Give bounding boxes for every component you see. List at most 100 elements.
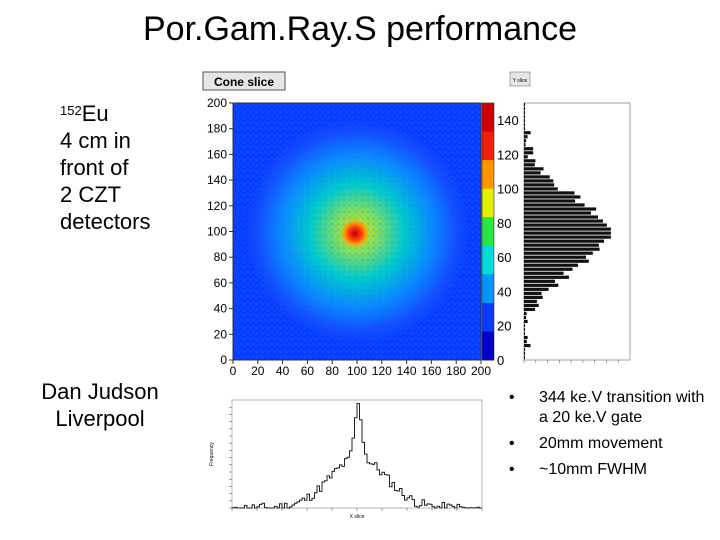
yslice-bar: [524, 203, 585, 207]
color-scale-segment: [482, 103, 494, 133]
y-tick-label: 80: [214, 250, 228, 264]
bullet-marker: •: [509, 435, 515, 452]
yslice-bar: [524, 279, 556, 283]
x-tick-label: 180: [446, 364, 466, 378]
isotope-label: 152Eu: [60, 100, 151, 127]
heatmap-title-box: [202, 71, 286, 91]
yslice-bar: [524, 235, 611, 239]
yslice-bar: [524, 139, 527, 143]
y-tick-label: 140: [207, 173, 227, 187]
heatmap-hotspot: [341, 219, 369, 248]
x-tick-label: 120: [372, 364, 392, 378]
yslice-bar: [524, 155, 528, 159]
note-line: 4 cm in: [60, 128, 131, 153]
x-slice-histogram: X slice Frequency: [209, 399, 483, 520]
yslice-bar: [524, 295, 543, 299]
color-scale-label: 40: [497, 284, 511, 299]
x-tick-label: 80: [326, 364, 340, 378]
yslice-bar: [524, 223, 607, 227]
color-scale-label: 120: [497, 147, 519, 162]
x-tick-label: 160: [421, 364, 441, 378]
yslice-bar: [524, 127, 526, 131]
yslice-bar: [524, 315, 527, 320]
color-scale-label: 60: [497, 250, 511, 265]
bullet-text: 344 ke.V transition with a 20 ke.V gate: [539, 389, 705, 426]
xslice-y-axis-label: Frequency: [209, 442, 215, 466]
yslice-bar: [524, 119, 526, 123]
source-note: 152Eu 4 cm in front of 2 CZT detectors: [60, 100, 151, 235]
yslice-bar: [524, 271, 564, 275]
yslice-bar: [524, 255, 586, 259]
color-scale-label: 80: [497, 216, 511, 231]
y-tick-label: 40: [214, 302, 228, 316]
color-scale-label: 140: [497, 113, 519, 128]
y-tick-label: 0: [220, 353, 227, 367]
yslice-bar: [524, 219, 603, 223]
bullet-marker: •: [509, 389, 515, 406]
yslice-bar: [524, 311, 527, 316]
y-tick-label: 120: [207, 199, 227, 213]
color-scale-label: 0: [497, 353, 504, 368]
yslice-bar: [524, 263, 579, 267]
xslice-x-axis-label: X slice: [350, 514, 365, 520]
author-affiliation: Liverpool: [55, 406, 145, 431]
bullet-text: 20mm movement: [539, 435, 663, 452]
yslice-bar: [524, 179, 554, 183]
yslice-bar: [524, 175, 550, 179]
color-scale-segment: [482, 245, 494, 275]
yslice-bar: [524, 287, 549, 291]
y-tick-label: 60: [214, 276, 228, 290]
yslice-bar: [524, 123, 526, 127]
note-line: front of: [60, 155, 129, 180]
yslice-bar: [524, 319, 528, 324]
yslice-bar: [524, 103, 526, 107]
author-block: Dan Judson Liverpool: [20, 378, 180, 432]
yslice-bar: [524, 115, 526, 119]
yslice-bar: [524, 251, 593, 255]
bullet-marker: •: [509, 461, 515, 478]
yslice-bar: [524, 323, 526, 328]
y-tick-label: 180: [207, 122, 227, 136]
yslice-bar: [524, 131, 531, 135]
yslice-bar: [524, 195, 581, 199]
color-scale-label: 100: [497, 182, 519, 197]
color-scale-segment: [482, 274, 494, 304]
yslice-title: Y slice: [513, 78, 528, 84]
y-tick-label: 200: [207, 96, 227, 110]
yslice-bar: [524, 331, 526, 336]
yslice-bar: [524, 239, 604, 243]
yslice-bar: [524, 135, 528, 139]
yslice-bar: [524, 259, 589, 263]
yslice-bar: [524, 171, 541, 175]
yslice-bar: [524, 283, 559, 287]
color-scale-segment: [482, 160, 494, 190]
bullet-item: • 344 ke.V transition with a 20 ke.V gate: [505, 388, 715, 428]
yslice-bar: [524, 199, 576, 203]
color-scale-segment: [482, 217, 494, 247]
bullet-text: ~10mm FWHM: [539, 461, 647, 478]
x-tick-label: 40: [276, 364, 290, 378]
yslice-bar: [524, 307, 536, 312]
note-line: 2 CZT: [60, 182, 122, 207]
yslice-bar: [524, 291, 542, 295]
isotope-symbol: Eu: [81, 101, 109, 126]
heatmap-title: Cone slice: [214, 75, 274, 89]
yslice-bar: [524, 247, 600, 251]
yslice-bar: [524, 243, 599, 247]
yslice-title-box: [509, 71, 531, 87]
yslice-bar: [524, 335, 528, 340]
y-tick-label: 160: [207, 147, 227, 161]
yslice-bar: [524, 183, 555, 187]
yslice-bar: [524, 339, 527, 344]
x-tick-label: 60: [301, 364, 315, 378]
yslice-bar: [524, 143, 526, 147]
x-tick-label: 100: [347, 364, 367, 378]
x-tick-label: 0: [230, 364, 237, 378]
color-scale-segment: [482, 331, 494, 361]
yslice-bar: [524, 191, 575, 195]
color-scale-segment: [482, 302, 494, 332]
yslice-bar: [524, 147, 534, 151]
yslice-bar: [524, 111, 526, 115]
yslice-bar: [524, 231, 611, 235]
author-name: Dan Judson: [41, 379, 159, 404]
